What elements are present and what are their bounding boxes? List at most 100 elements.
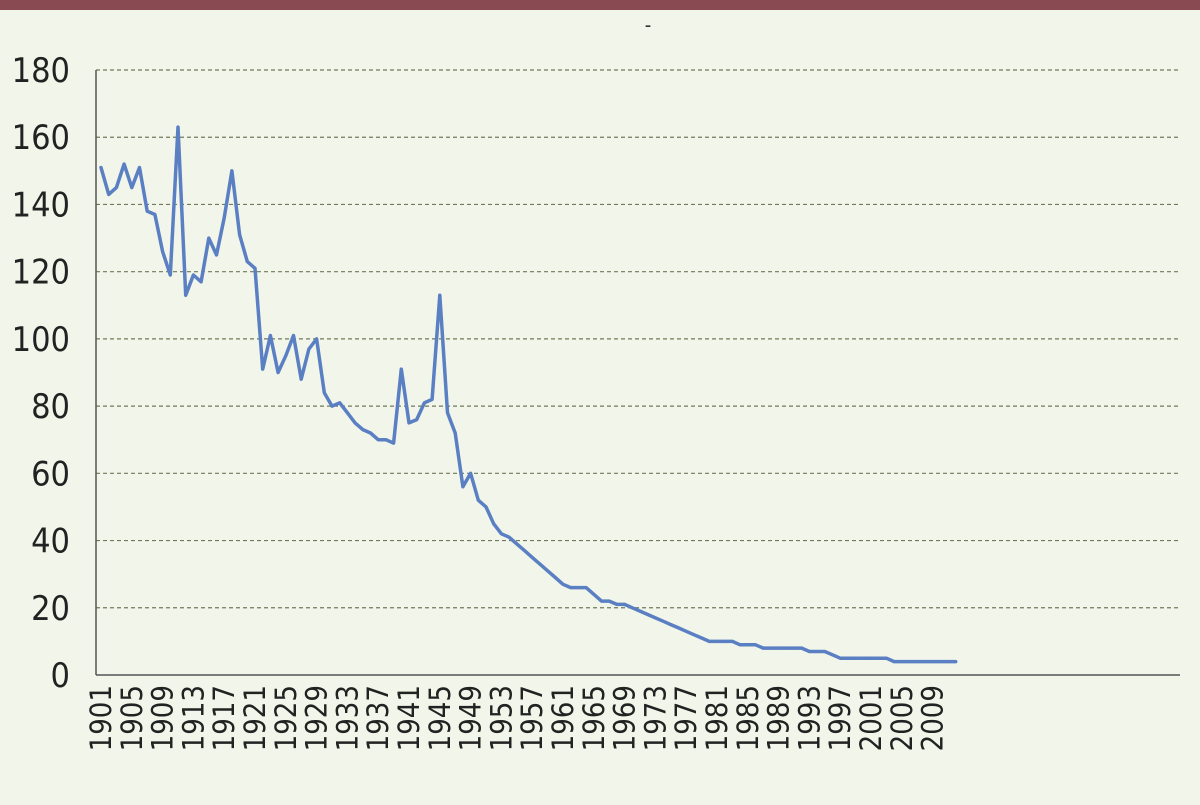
x-tick-label: 1993: [792, 685, 826, 751]
data-point: [461, 485, 465, 488]
data-point: [430, 398, 434, 401]
data-point: [715, 640, 719, 643]
x-tick-label: 1913: [176, 685, 210, 751]
data-point: [122, 162, 126, 166]
data-point: [923, 660, 927, 663]
data-point: [900, 660, 903, 663]
data-point: [192, 273, 195, 277]
x-tick-label: 1989: [762, 685, 796, 751]
data-point: [839, 656, 842, 660]
data-point: [939, 660, 942, 663]
y-tick-label: 40: [31, 522, 70, 562]
data-point: [99, 166, 103, 169]
data-point: [785, 646, 788, 650]
data-point: [500, 532, 503, 536]
axes: [95, 70, 1180, 676]
x-tick-label: 1945: [423, 685, 457, 751]
data-point: [577, 586, 580, 589]
x-tick-label: 1917: [207, 685, 241, 751]
data-point: [954, 660, 957, 663]
x-tick-label: 1973: [638, 685, 672, 751]
data-point: [685, 630, 688, 633]
y-tick-label: 140: [12, 185, 70, 225]
data-point: [361, 428, 364, 431]
data-point: [646, 613, 649, 616]
data-point: [269, 334, 272, 337]
x-tick-label: 1901: [84, 685, 118, 751]
data-point: [700, 636, 703, 640]
data-point: [261, 367, 264, 371]
data-point: [561, 583, 565, 586]
data-point: [107, 193, 110, 196]
data-point: [484, 505, 488, 509]
data-point: [215, 253, 218, 257]
data-point: [392, 441, 395, 445]
x-tick-label: 1909: [146, 685, 180, 751]
y-tick-label: 0: [51, 656, 70, 696]
data-point: [731, 640, 734, 643]
data-point: [623, 603, 626, 606]
x-tick-labels: 1901190519091913191719211925192919331937…: [84, 685, 950, 751]
x-tick-label: 1969: [608, 685, 642, 751]
data-point: [554, 576, 557, 579]
data-point: [207, 236, 210, 240]
data-point: [708, 640, 711, 643]
x-tick-label: 1985: [731, 685, 765, 751]
data-point: [238, 233, 241, 236]
data-point: [315, 337, 318, 341]
data-point: [276, 371, 280, 374]
x-tick-label: 1925: [269, 685, 303, 751]
data-point: [669, 623, 672, 626]
x-tick-label: 2009: [916, 685, 950, 751]
x-tick-label: 1957: [515, 685, 549, 751]
data-point: [631, 606, 634, 609]
data-point: [323, 391, 326, 394]
data-point: [146, 209, 149, 213]
y-tick-label: 180: [12, 51, 70, 91]
data-point: [931, 660, 934, 663]
x-tick-label: 1961: [546, 685, 580, 751]
data-point: [808, 650, 811, 653]
data-point: [584, 586, 588, 589]
x-tick-label: 1981: [700, 685, 734, 751]
data-point: [169, 273, 172, 277]
data-point: [777, 646, 780, 650]
data-point: [754, 643, 757, 646]
header-bar: [0, 0, 1200, 10]
data-point: [338, 401, 341, 404]
data-point: [184, 293, 187, 297]
data-point: [199, 280, 203, 283]
y-tick-label: 100: [12, 320, 70, 360]
data-point: [769, 646, 773, 650]
y-tick-label: 160: [12, 118, 70, 158]
data-point: [738, 643, 742, 646]
data-point: [831, 653, 834, 657]
data-point: [161, 250, 164, 253]
x-tick-label: 1933: [330, 685, 364, 751]
x-tick-label: 1941: [392, 685, 426, 751]
x-tick-label: 1929: [300, 685, 334, 751]
data-point: [862, 656, 865, 660]
data-point: [792, 646, 796, 650]
data-point: [877, 656, 880, 660]
y-tick-label: 80: [31, 387, 70, 427]
data-point: [677, 626, 680, 630]
data-point: [138, 166, 141, 169]
data-point: [615, 603, 619, 606]
data-point: [800, 646, 803, 650]
data-point: [854, 656, 857, 660]
data-point: [353, 421, 357, 425]
data-point: [507, 535, 511, 539]
x-tick-label: 1949: [454, 685, 488, 751]
data-point: [153, 213, 157, 216]
x-tick-label: 1937: [361, 685, 395, 751]
data-point: [608, 599, 611, 603]
data-point: [892, 660, 896, 663]
y-tick-label: 20: [31, 589, 70, 629]
y-tick-label: 60: [31, 454, 70, 494]
gridlines: [96, 69, 1180, 609]
data-point: [477, 499, 480, 502]
data-point: [846, 656, 850, 660]
data-point: [223, 216, 226, 220]
data-point: [346, 411, 349, 415]
